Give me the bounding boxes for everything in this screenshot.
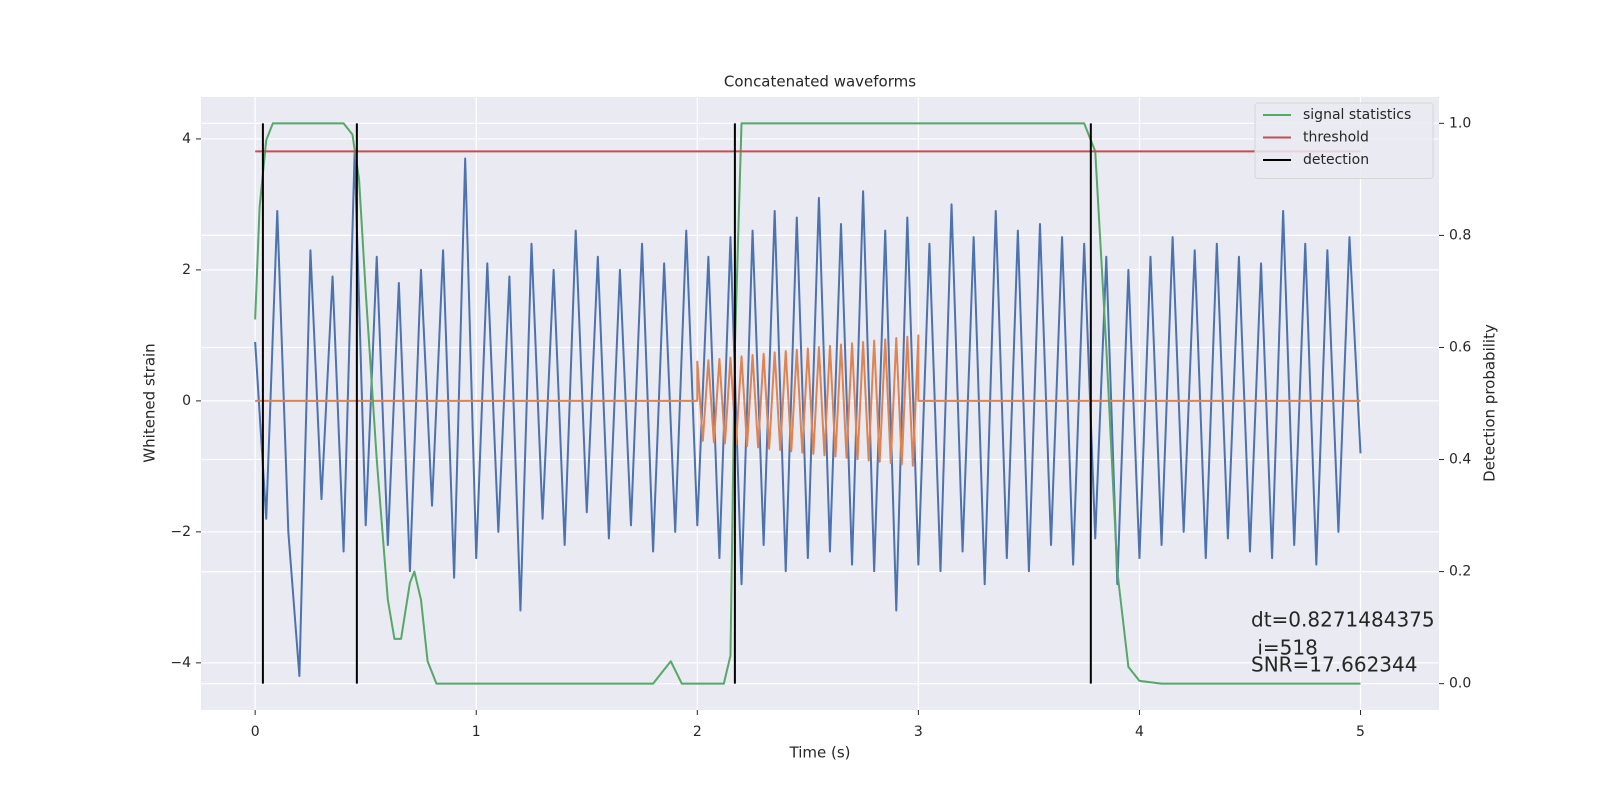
labels: 0 1 2 3 4 5 −4 −2 0 2 4 0.0 0.2 0.4 0.6 0.8 1.0 bbox=[170, 115, 1471, 740]
y2-tick-label: 0.0 bbox=[1449, 676, 1471, 692]
y-axis-label: Whitened strain bbox=[141, 343, 159, 462]
legend-label: detection bbox=[1303, 152, 1369, 168]
x-axis-label: Time (s) bbox=[789, 744, 851, 762]
x-tick-label: 0 bbox=[251, 724, 260, 740]
y2-tick-label: 0.4 bbox=[1449, 452, 1471, 468]
x-tick-label: 4 bbox=[1135, 724, 1144, 740]
y-tick-label: 0 bbox=[182, 393, 191, 409]
marks bbox=[254, 122, 1362, 685]
y-tick-label: −4 bbox=[170, 655, 191, 671]
annotation: i=518 bbox=[1251, 636, 1318, 660]
y-tick-label: 4 bbox=[182, 131, 191, 147]
y2-tick-label: 0.6 bbox=[1449, 339, 1471, 355]
x-tick-label: 5 bbox=[1356, 724, 1365, 740]
y-tick-label: 2 bbox=[182, 262, 191, 278]
y-tick-label: −2 bbox=[170, 524, 191, 540]
y2-tick-label: 1.0 bbox=[1449, 115, 1471, 131]
annotation: dt=0.8271484375 bbox=[1251, 608, 1435, 632]
series-line bbox=[254, 122, 1361, 685]
legend: signal statistics threshold detection bbox=[1254, 102, 1434, 179]
legend-label: threshold bbox=[1303, 130, 1369, 146]
x-tick-label: 3 bbox=[914, 724, 923, 740]
y2-axis-label: Detection probability bbox=[1481, 324, 1499, 482]
y2-tick-label: 0.2 bbox=[1449, 564, 1471, 580]
x-tick-label: 1 bbox=[472, 724, 481, 740]
legend-label: signal statistics bbox=[1303, 107, 1411, 123]
series-line bbox=[254, 151, 1362, 677]
chart-title: Concatenated waveforms bbox=[724, 73, 916, 91]
legend-box bbox=[1254, 102, 1434, 179]
x-tick-label: 2 bbox=[693, 724, 702, 740]
y2-tick-label: 0.8 bbox=[1449, 227, 1471, 243]
annotation: SNR=17.662344 bbox=[1251, 653, 1417, 677]
series-line bbox=[255, 334, 1361, 467]
